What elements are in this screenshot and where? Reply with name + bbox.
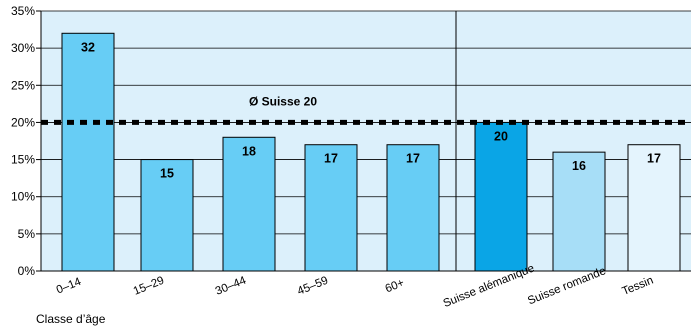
x-axis-label: Classe d’âge — [36, 312, 106, 326]
bar-value-label: 32 — [81, 40, 95, 54]
y-tick-label: 35% — [11, 4, 35, 18]
y-tick-label: 5% — [18, 227, 36, 241]
y-tick-label: 30% — [11, 41, 35, 55]
bar — [222, 136, 276, 272]
y-tick-label: 25% — [11, 78, 35, 92]
bar — [552, 151, 606, 272]
x-category-label: 15–29 — [132, 275, 166, 298]
bar-value-label: 15 — [160, 167, 174, 181]
x-category-label: 60+ — [384, 277, 407, 296]
y-tick-label: 20% — [11, 115, 35, 129]
bar-value-label: 16 — [572, 159, 586, 173]
reference-line-label: Ø Suisse 20 — [249, 94, 317, 108]
y-tick-label: 0% — [18, 264, 36, 278]
bar — [386, 144, 440, 272]
bar — [474, 121, 528, 272]
bar — [304, 144, 358, 272]
x-category-label: Tessin — [621, 275, 656, 298]
y-axis-ticks: 0% 5% 10% 15% 20% 25% 30% 35% — [11, 4, 41, 278]
bar-value-label: 17 — [647, 152, 661, 166]
x-category-label: 0–14 — [55, 276, 84, 297]
bar-value-label: 20 — [494, 129, 508, 143]
bar-value-label: 17 — [406, 152, 420, 166]
bar — [627, 144, 681, 272]
bars: 32 15 18 17 17 20 16 17 — [61, 32, 681, 272]
y-tick-label: 15% — [11, 153, 35, 167]
y-tick-label: 10% — [11, 190, 35, 204]
bar-value-label: 18 — [242, 144, 256, 158]
x-category-label: 45–59 — [296, 275, 330, 298]
x-category-label: 30–44 — [214, 274, 249, 297]
bar — [140, 159, 194, 272]
reference-line-group: Ø Suisse 20 — [41, 94, 691, 125]
bar — [61, 32, 115, 272]
bar-value-label: 17 — [324, 152, 338, 166]
